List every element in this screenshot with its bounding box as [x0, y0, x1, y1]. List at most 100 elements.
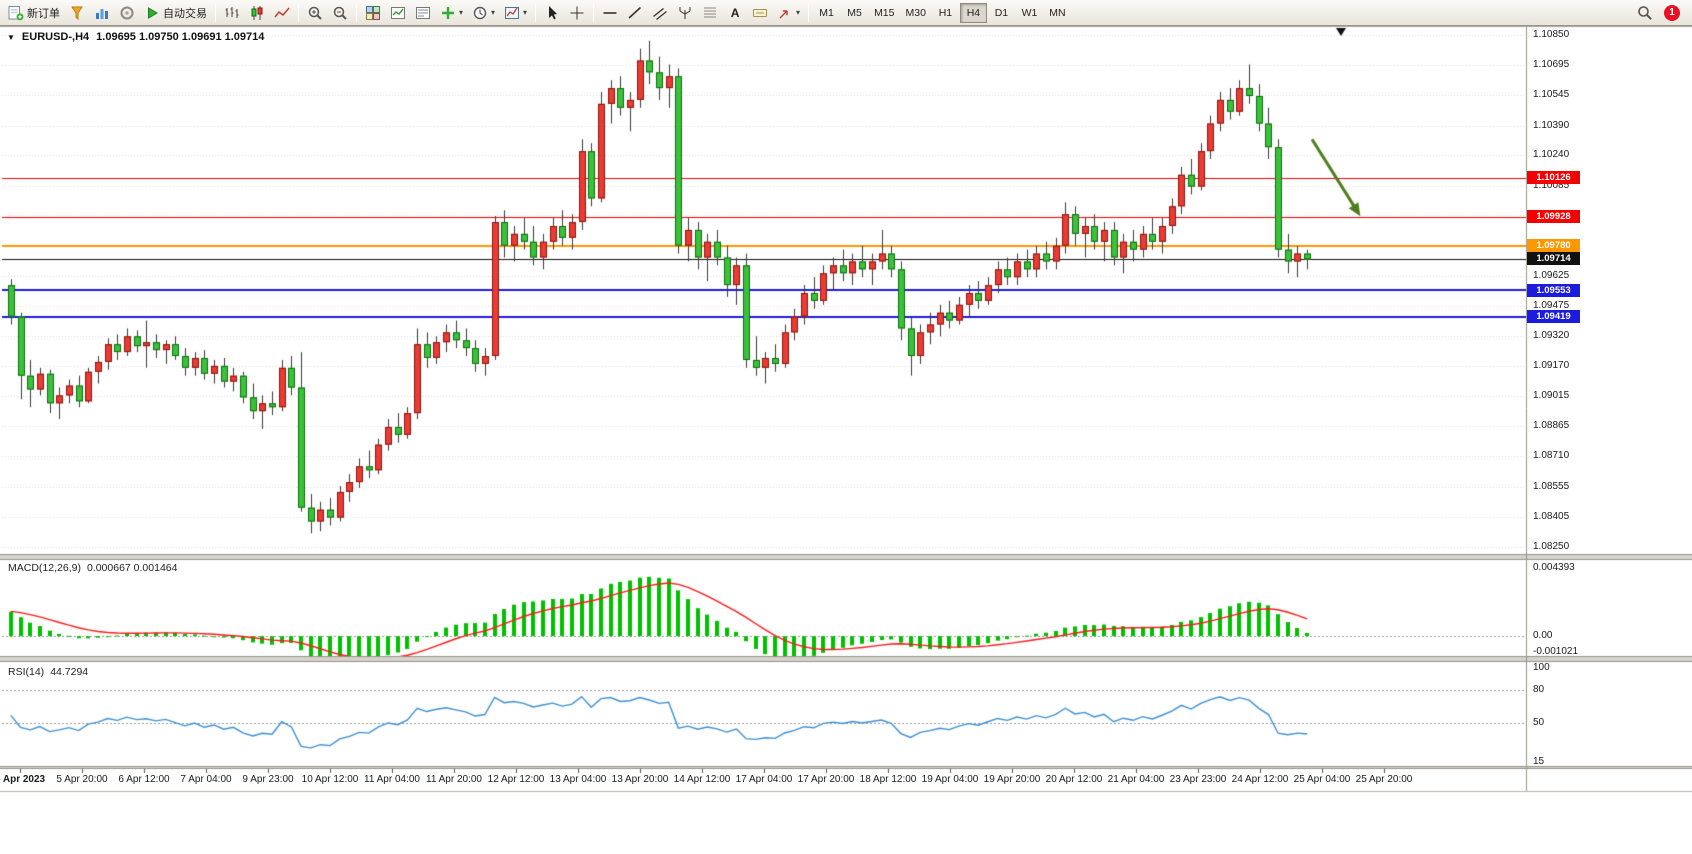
arrow-shape-icon	[779, 9, 788, 18]
candlestick-icon	[251, 5, 263, 20]
timeframe-m30[interactable]: M30	[901, 3, 931, 23]
trendline-icon	[628, 6, 642, 19]
price-axis-label: 1.10240	[1533, 149, 1570, 161]
zoom-in-button[interactable]	[303, 2, 327, 24]
price-axis-label: 1.09170	[1533, 359, 1570, 371]
fibonacci-icon	[704, 7, 717, 17]
mql-market-button[interactable]	[65, 2, 89, 24]
clock-icon	[473, 6, 487, 19]
time-axis-label: 5 Apr 2023	[0, 774, 46, 785]
rsi-title: RSI(14) 44.7294	[8, 666, 88, 678]
data-window-button[interactable]	[411, 2, 435, 24]
hline-price-tag[interactable]: 1.09419	[1527, 310, 1580, 324]
zoom-out-button[interactable]	[328, 2, 352, 24]
time-axis-label: 13 Apr 20:00	[611, 774, 669, 785]
zoom-in-icon	[308, 6, 322, 20]
time-axis-label: 10 Apr 12:00	[301, 774, 359, 785]
line-chart-button[interactable]	[270, 2, 294, 24]
timeframe-h4[interactable]: H4	[959, 2, 987, 23]
fibonacci-tool-button[interactable]	[698, 2, 722, 24]
time-axis-label: 24 Apr 12:00	[1231, 774, 1289, 785]
crosshair-button[interactable]	[565, 2, 589, 24]
price-axis-label: 1.08250	[1533, 541, 1570, 553]
indicators-button[interactable]	[386, 2, 410, 24]
pitchfork-icon	[679, 6, 691, 19]
hline-price-tag[interactable]: 1.09553	[1527, 283, 1580, 297]
zoom-out-icon	[333, 6, 347, 20]
depth-icon	[96, 8, 108, 19]
tile-windows-button[interactable]	[361, 2, 385, 24]
time-axis-label: 11 Apr 20:00	[426, 774, 482, 785]
auto-trading-button[interactable]: 自动交易	[140, 2, 211, 24]
template-icon	[505, 6, 520, 19]
pitchfork-tool-button[interactable]	[673, 2, 697, 24]
price-axis-label: 1.09625	[1533, 270, 1570, 282]
time-axis-label: 6 Apr 12:00	[118, 774, 170, 785]
timeframe-w1[interactable]: W1	[1016, 3, 1043, 23]
timeframe-m15[interactable]: M15	[869, 3, 899, 23]
search-button[interactable]	[1633, 2, 1657, 24]
time-axis-label: 11 Apr 04:00	[364, 774, 420, 785]
timeframe-mn[interactable]: MN	[1044, 3, 1071, 23]
time-axis-label: 18 Apr 12:00	[859, 774, 917, 785]
trendline-tool-button[interactable]	[623, 2, 647, 24]
notification-badge[interactable]: 1	[1664, 4, 1680, 21]
channel-tool-button[interactable]	[648, 2, 672, 24]
time-axis-label: 17 Apr 04:00	[735, 774, 793, 785]
market-depth-button[interactable]	[90, 2, 114, 24]
line-chart-icon	[274, 7, 290, 17]
auto-trading-label: 自动交易	[163, 7, 207, 20]
toolbar-separator	[535, 3, 537, 22]
price-axis-label: 1.09015	[1533, 390, 1570, 402]
time-axis-label: 5 Apr 20:00	[56, 774, 108, 785]
new-order-label: 新订单	[27, 7, 60, 20]
add-indicator-button[interactable]: ▾	[436, 2, 467, 24]
timeframe-h1[interactable]: H1	[932, 3, 959, 23]
period-button[interactable]: ▾	[468, 2, 499, 24]
hline-price-tag[interactable]: 1.09714	[1527, 252, 1580, 266]
macd-values-label: 0.000667 0.001464	[86, 562, 178, 574]
chevron-down-icon: ▾	[459, 7, 464, 17]
text-tool-button[interactable]: A	[723, 2, 747, 24]
toolbar-right-cluster: 1	[1633, 2, 1688, 24]
template-button[interactable]: ▾	[500, 2, 531, 24]
hline-price-tag[interactable]: 1.09928	[1527, 210, 1580, 224]
macd-axis-label: 0.004393	[1533, 562, 1575, 573]
hline-price-tag[interactable]: 1.10126	[1527, 171, 1580, 185]
label-tool-button[interactable]	[748, 2, 772, 24]
candlestick-chart-button[interactable]	[245, 2, 269, 24]
macd-axis-label: 0.00	[1533, 630, 1553, 642]
new-order-button[interactable]: 新订单	[4, 2, 64, 24]
timeframe-m1[interactable]: M1	[813, 3, 840, 23]
text-tool-label: A	[730, 5, 740, 20]
price-axis-label: 1.10085	[1533, 179, 1570, 191]
indicators-icon	[391, 6, 405, 19]
price-axis-label: 1.09320	[1533, 330, 1570, 342]
new-order-icon	[8, 5, 24, 20]
rsi-axis-label: 15	[1533, 756, 1545, 767]
cursor-button[interactable]	[540, 2, 564, 24]
chevron-down-icon: ▾	[796, 7, 801, 17]
tile-windows-icon	[366, 5, 380, 20]
shapes-dropdown-button[interactable]: ▾	[773, 2, 804, 24]
toolbar-separator	[356, 3, 357, 22]
time-axis-label: 25 Apr 20:00	[1355, 774, 1413, 785]
time-axis-label: 17 Apr 20:00	[797, 774, 855, 785]
price-axis-label: 1.10850	[1533, 28, 1570, 40]
timeframe-m5[interactable]: M5	[841, 3, 868, 23]
hline-price-tag[interactable]: 1.09780	[1527, 239, 1580, 253]
time-axis-label: 7 Apr 04:00	[180, 774, 232, 785]
macd-name-label: MACD(12,26,9)	[8, 562, 81, 574]
community-button[interactable]	[115, 2, 139, 24]
time-axis-label: 14 Apr 12:00	[673, 774, 731, 785]
hline-tool-button[interactable]	[598, 2, 622, 24]
macd-axis-label: -0.001021	[1533, 646, 1579, 657]
label-icon	[753, 8, 768, 17]
bar-chart-button[interactable]	[220, 2, 244, 24]
time-axis-label: 9 Apr 23:00	[242, 774, 294, 785]
symbol-dropdown-icon[interactable]: ▼	[7, 32, 15, 42]
timeframe-d1[interactable]: D1	[988, 3, 1015, 23]
price-axis-label: 1.08710	[1533, 450, 1570, 462]
time-axis-label: 20 Apr 12:00	[1045, 774, 1103, 785]
